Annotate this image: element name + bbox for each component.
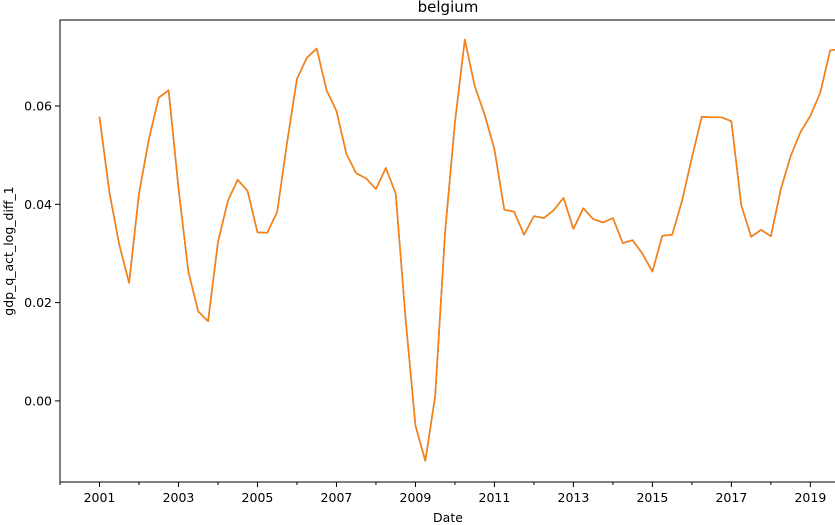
x-tick-label: 2013: [558, 490, 590, 505]
x-tick-label: 2019: [794, 490, 826, 505]
x-axis-label: Date: [433, 510, 463, 525]
x-tick-label: 2015: [636, 490, 668, 505]
x-tick-label: 2005: [242, 490, 274, 505]
series-line: [98, 38, 835, 462]
plot-area: [98, 38, 835, 462]
y-tick-label: 0.06: [24, 99, 52, 114]
y-tick-label: 0.00: [24, 393, 52, 408]
x-tick-label: 2017: [715, 490, 747, 505]
x-axis: 2001 2003 2005 2007 2009 2011 2013 2015 2017 2019: [59, 482, 826, 505]
x-tick-label: 2003: [163, 490, 195, 505]
series-line-underlay: [98, 38, 835, 462]
y-axis: 0.00 0.02 0.04 0.06: [24, 99, 60, 408]
x-tick-label: 2001: [84, 490, 116, 505]
y-tick-label: 0.04: [24, 197, 52, 212]
y-tick-label: 0.02: [24, 295, 52, 310]
y-axis-label: gdp_q_act_log_diff_1: [1, 186, 16, 315]
x-tick-label: 2007: [321, 490, 353, 505]
plot-frame: [59, 19, 835, 483]
x-tick-label: 2011: [479, 490, 511, 505]
x-tick-label: 2009: [400, 490, 432, 505]
chart-title: belgium: [418, 0, 479, 16]
